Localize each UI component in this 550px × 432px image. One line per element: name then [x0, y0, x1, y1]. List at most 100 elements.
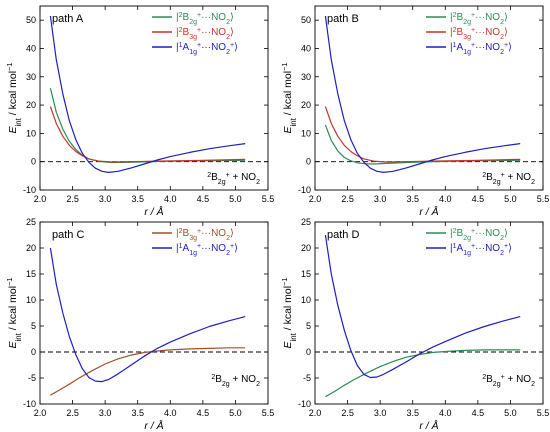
- x-tick-label: 4.5: [197, 194, 210, 204]
- asymptote-annotation: 2B2g+ + NO2: [207, 171, 260, 185]
- y-tick-label: 25: [301, 217, 311, 227]
- y-tick-label: 0: [31, 157, 36, 167]
- y-tick-label: 10: [301, 295, 311, 305]
- x-tick-label: 5.5: [537, 194, 550, 204]
- y-tick-label: 20: [301, 243, 311, 253]
- y-tick-label: 50: [26, 15, 36, 25]
- legend-entry: |1A1g+···NO2+⟩: [450, 243, 512, 257]
- plot-frame: [39, 5, 269, 191]
- y-tick-label: -10: [298, 399, 311, 409]
- x-tick-label: 3.5: [131, 408, 144, 418]
- x-tick-label: 4.0: [164, 408, 177, 418]
- y-tick-label: 10: [26, 128, 36, 138]
- plot-frame: [314, 5, 544, 191]
- x-tick-label: 2.5: [341, 194, 354, 204]
- x-tick-label: 2.0: [309, 408, 322, 418]
- y-tick-label: 0: [31, 347, 36, 357]
- y-axis-label: Eint / kcal mol−1: [5, 63, 23, 134]
- x-tick-label: 5.5: [262, 194, 275, 204]
- panel-title: path A: [52, 13, 84, 25]
- y-tick-label: 50: [301, 15, 311, 25]
- y-tick-label: 40: [301, 43, 311, 53]
- x-tick-label: 3.0: [374, 408, 387, 418]
- panel-3: 2.0 2.5 3.0 3.5 4.0 4.5 5.0 5.5 -10 -5 0 5 10 15 20 25 r…: [5, 217, 275, 432]
- legend-entry: |2B3g+···NO2⟩: [176, 228, 234, 242]
- y-axis-label: Eint / kcal mol−1: [280, 63, 298, 134]
- y-tick-label: 20: [301, 100, 311, 110]
- y-tick-label: 5: [31, 321, 36, 331]
- y-tick-label: 15: [26, 269, 36, 279]
- y-tick-label: 20: [26, 100, 36, 110]
- y-axis-label: Eint / kcal mol−1: [280, 278, 298, 349]
- x-tick-label: 4.0: [439, 194, 452, 204]
- y-tick-label: -5: [303, 373, 311, 383]
- series-line-2: [324, 234, 521, 379]
- legend-entry: |2B3g+···NO2⟩: [176, 27, 234, 41]
- series-line-3: [49, 15, 246, 173]
- legend-entry: |2B3g+···NO2⟩: [450, 27, 508, 41]
- y-tick-label: -10: [23, 399, 36, 409]
- series-line-2: [49, 247, 246, 383]
- x-tick-label: 2.0: [34, 194, 47, 204]
- x-tick-label: 3.5: [406, 194, 419, 204]
- x-tick-label: 5.5: [537, 408, 550, 418]
- legend-entry: |1A1g+···NO2+⟩: [176, 42, 238, 56]
- legend-entry: |1A1g+···NO2+⟩: [450, 42, 512, 56]
- x-tick-label: 3.5: [131, 194, 144, 204]
- panel-title: path D: [327, 229, 359, 241]
- panel-2: 2.0 2.5 3.0 3.5 4.0 4.5 5.0 5.5 -10 0 10 20 30 40 50 r …: [280, 5, 550, 218]
- y-tick-label: 10: [26, 295, 36, 305]
- y-tick-label: 30: [301, 72, 311, 82]
- legend-entry: |2B2g+···NO2⟩: [176, 12, 234, 26]
- y-tick-label: 20: [26, 243, 36, 253]
- asymptote-annotation: 2B2g + NO2: [211, 374, 260, 388]
- x-axis-label: r / Å: [419, 419, 438, 432]
- legend-entry: |2B2g+···NO2⟩: [450, 228, 508, 242]
- y-axis-label: Eint / kcal mol−1: [5, 278, 23, 349]
- series-line-1: [49, 87, 246, 164]
- x-tick-label: 4.5: [197, 408, 210, 418]
- x-tick-label: 2.5: [66, 408, 79, 418]
- panel-4: 2.0 2.5 3.0 3.5 4.0 4.5 5.0 5.5 -10 -5 0 5 10 15 20 25 r…: [280, 217, 550, 432]
- x-axis-label: r / Å: [419, 205, 438, 218]
- x-tick-label: 2.5: [66, 194, 79, 204]
- panel-title: path C: [52, 229, 84, 241]
- y-tick-label: -10: [298, 185, 311, 195]
- x-tick-label: 3.0: [99, 408, 112, 418]
- x-tick-label: 4.5: [472, 194, 485, 204]
- x-tick-label: 3.0: [99, 194, 112, 204]
- x-axis-label: r / Å: [144, 419, 163, 432]
- asymptote-annotation: 2B2g+ + NO2: [482, 374, 535, 388]
- y-tick-label: 40: [26, 43, 36, 53]
- y-tick-label: 0: [306, 157, 311, 167]
- series-line-3: [324, 15, 521, 173]
- panel-1: 2.0 2.5 3.0 3.5 4.0 4.5 5.0 5.5 -10 0 10 20 30 40 50 r …: [5, 5, 275, 218]
- x-tick-label: 5.5: [262, 408, 275, 418]
- legend-entry: |2B2g+···NO2⟩: [450, 12, 508, 26]
- y-tick-label: 0: [306, 347, 311, 357]
- x-axis-label: r / Å: [144, 205, 163, 218]
- legend-entry: |1A1g+···NO2+⟩: [176, 243, 238, 257]
- x-tick-label: 4.5: [472, 408, 485, 418]
- x-tick-label: 5.0: [229, 408, 242, 418]
- series-line-2: [49, 106, 246, 163]
- y-tick-label: 10: [301, 128, 311, 138]
- y-tick-label: 5: [306, 321, 311, 331]
- x-tick-label: 2.5: [341, 408, 354, 418]
- series-line-1: [325, 349, 521, 398]
- x-tick-label: 4.0: [164, 194, 177, 204]
- y-tick-label: -10: [23, 185, 36, 195]
- plot-frame: [39, 221, 269, 405]
- plot-frame: [314, 221, 544, 405]
- x-tick-label: 3.5: [406, 408, 419, 418]
- x-tick-label: 2.0: [34, 408, 47, 418]
- series-line-1: [324, 124, 521, 165]
- panel-title: path B: [327, 13, 359, 25]
- y-tick-label: -5: [28, 373, 36, 383]
- y-tick-label: 30: [26, 72, 36, 82]
- x-tick-label: 5.0: [504, 408, 517, 418]
- y-tick-label: 15: [301, 269, 311, 279]
- series-line-2: [324, 106, 521, 163]
- asymptote-annotation: 2B2g+ + NO2: [482, 171, 535, 185]
